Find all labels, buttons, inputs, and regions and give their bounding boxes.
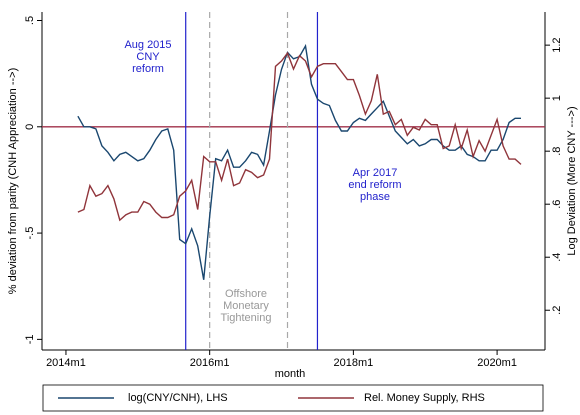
- annotation-line: Monetary: [223, 300, 269, 312]
- y2-tick-label: .2: [551, 306, 563, 315]
- annotation-line: phase: [360, 191, 390, 203]
- annotation-line: CNY: [136, 51, 160, 63]
- y-tick-label: -1: [24, 334, 36, 344]
- y2-tick-label: .8: [551, 147, 563, 156]
- annotation-line: Tightening: [221, 312, 272, 324]
- annotation: Apr 2017 end reform phase: [348, 167, 401, 203]
- y2-axis-title: Log Deviation (More CNY --->): [566, 106, 578, 255]
- legend-box: [42, 384, 544, 412]
- annotation: Aug 2015 CNY reform: [124, 39, 171, 75]
- x-tick-label: 2016m1: [190, 357, 230, 369]
- y-tick-label: -.5: [24, 227, 36, 240]
- x-tick-label: 2014m1: [46, 357, 86, 369]
- y2-tick-label: .6: [551, 200, 563, 209]
- y-tick-label: .5: [24, 16, 36, 25]
- annotation-line: reform: [132, 63, 164, 75]
- x-tick-label: 2020m1: [477, 357, 517, 369]
- y2-tick-label: .4: [551, 253, 563, 262]
- legend-label: Rel. Money Supply, RHS: [364, 392, 485, 404]
- legend-label: log(CNY/CNH), LHS: [128, 392, 228, 404]
- annotation-line: Aug 2015: [124, 39, 171, 51]
- series-line: [77, 51, 522, 222]
- y2-tick-label: 1.2: [551, 37, 563, 52]
- annotation: Offshore Monetary Tightening: [221, 288, 272, 324]
- x-tick-label: 2018m1: [333, 357, 373, 369]
- y-axis-title: % deviation from parity (CNH Appreciatio…: [7, 68, 19, 295]
- annotation-line: Apr 2017: [353, 167, 398, 179]
- y-tick-label: 0: [24, 124, 36, 130]
- annotation-line: end reform: [348, 179, 401, 191]
- y2-tick-label: 1: [551, 95, 563, 101]
- x-axis-title: month: [275, 368, 306, 380]
- annotation-line: Offshore: [225, 288, 267, 300]
